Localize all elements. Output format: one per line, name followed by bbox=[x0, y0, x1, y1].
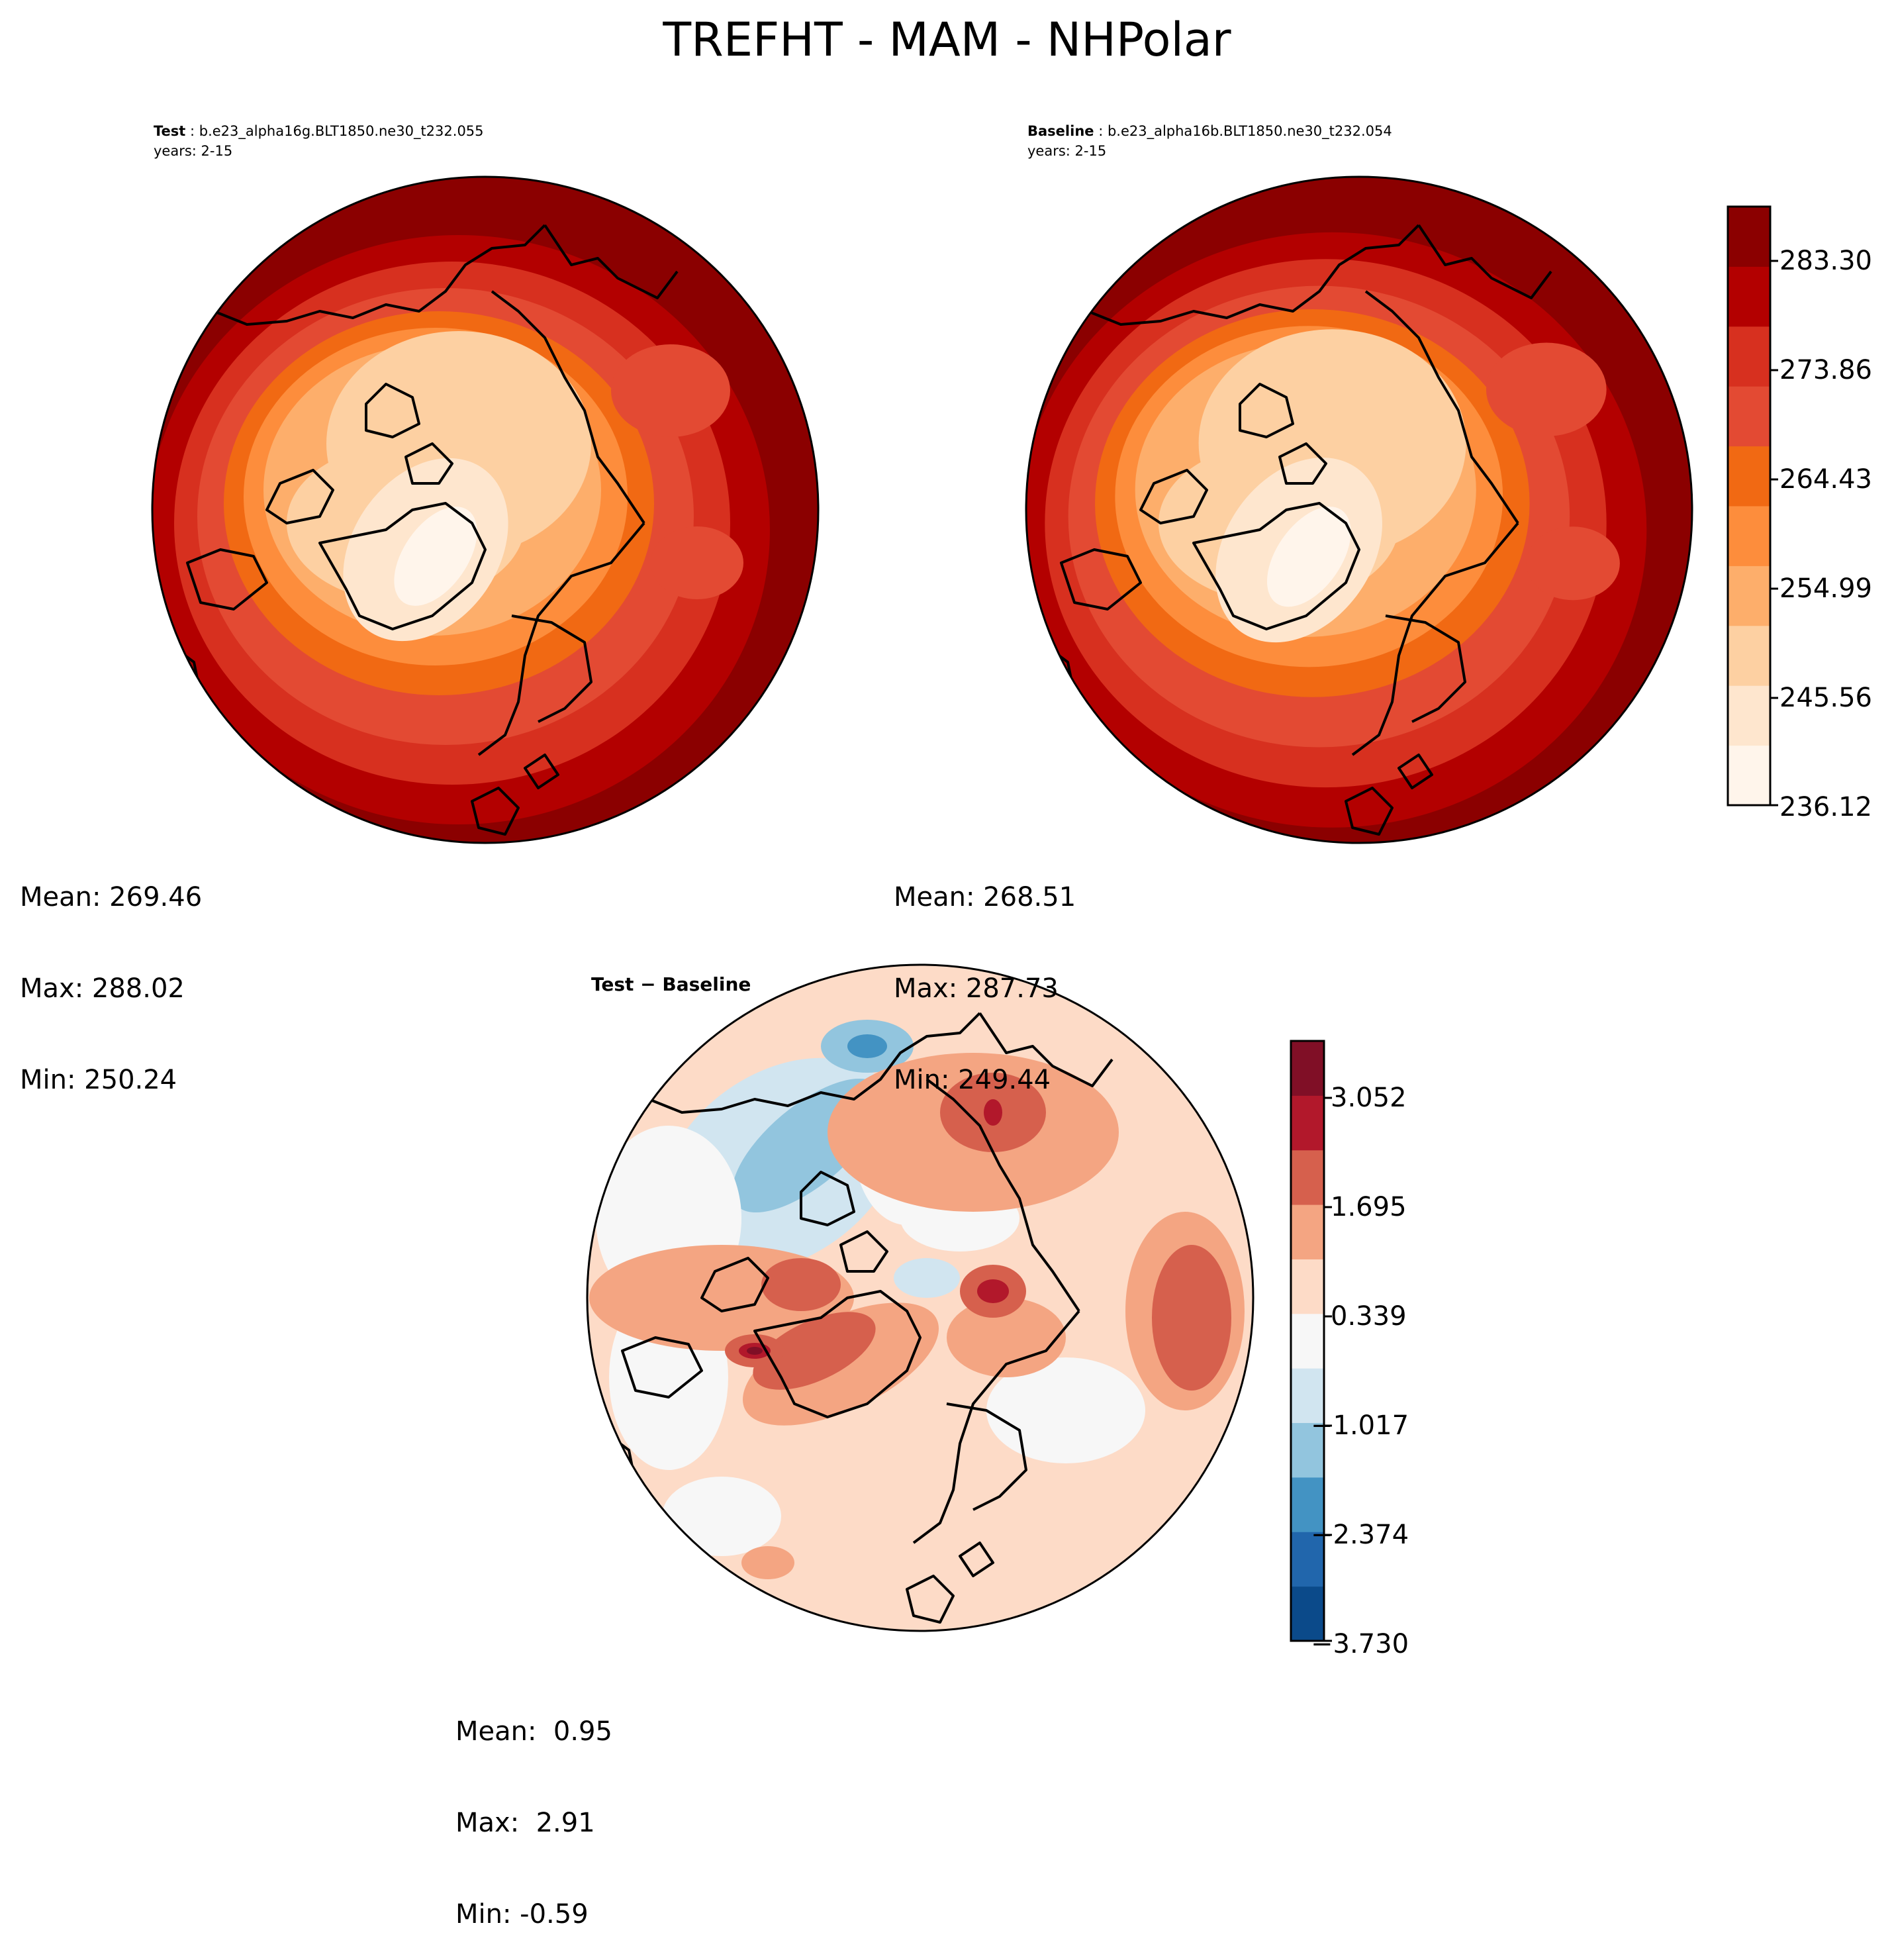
baseline-map bbox=[1025, 175, 1693, 844]
abs-colorbar-segment bbox=[1728, 565, 1770, 626]
test-label-case: : b.e23_alpha16g.BLT1850.ne30_t232.055 bbox=[185, 123, 484, 139]
absolute-colorbar bbox=[1727, 205, 1778, 807]
diff-colorbar-tick: −1.017 bbox=[1311, 1410, 1409, 1441]
diff-colorbar-segment bbox=[1291, 1204, 1324, 1259]
diff-min: Min: -0.59 bbox=[455, 1899, 589, 1930]
baseline-panel-label: Baseline : b.e23_alpha16b.BLT1850.ne30_t… bbox=[1027, 122, 1392, 140]
abs-colorbar-frame bbox=[1727, 205, 1772, 807]
abs-colorbar-tick: 283.30 bbox=[1779, 246, 1872, 276]
diff-colorbar-segment bbox=[1291, 1422, 1324, 1478]
abs-colorbar-segment bbox=[1728, 386, 1770, 447]
diff-mean: Mean: 0.95 bbox=[455, 1716, 612, 1747]
diff-colorbar-segment bbox=[1291, 1477, 1324, 1532]
abs-colorbar-tick: 264.43 bbox=[1779, 464, 1872, 495]
diff-panel-title: Test − Baseline bbox=[591, 973, 751, 995]
baseline-max: Max: 287.73 bbox=[894, 973, 1059, 1004]
diff-colorbar-segment bbox=[1291, 1095, 1324, 1151]
diff-map bbox=[586, 963, 1255, 1632]
diff-colorbar-frame bbox=[1290, 1040, 1325, 1642]
baseline-mean: Mean: 268.51 bbox=[894, 882, 1076, 912]
baseline-label-case: : b.e23_alpha16b.BLT1850.ne30_t232.054 bbox=[1094, 123, 1392, 139]
test-mean: Mean: 269.46 bbox=[20, 882, 203, 912]
test-panel-label: Test : b.e23_alpha16g.BLT1850.ne30_t232.… bbox=[154, 122, 484, 140]
test-label-bold: Test bbox=[154, 123, 186, 139]
diff-colorbar-segment bbox=[1291, 1150, 1324, 1205]
abs-colorbar-segment bbox=[1728, 207, 1770, 267]
abs-colorbar-segment bbox=[1728, 266, 1770, 327]
diff-colorbar-segment bbox=[1291, 1586, 1324, 1642]
figure-title: TREFHT - MAM - NHPolar bbox=[663, 13, 1231, 67]
diff-colorbar-segment bbox=[1291, 1368, 1324, 1424]
diff-colorbar-segment bbox=[1291, 1532, 1324, 1587]
abs-colorbar-segment bbox=[1728, 625, 1770, 686]
test-stats: Mean: 269.46 Max: 288.02 Min: 250.24 bbox=[20, 821, 202, 1126]
diff-colorbar-segment bbox=[1291, 1259, 1324, 1314]
maps-figure bbox=[151, 175, 1778, 1642]
test-years: years: 2-15 bbox=[154, 143, 233, 159]
abs-colorbar-tick: 254.99 bbox=[1779, 573, 1872, 604]
abs-colorbar-tick: 245.56 bbox=[1779, 683, 1872, 713]
abs-colorbar-segment bbox=[1728, 745, 1770, 806]
diff-stats: Mean: 0.95 Max: 2.91 Min: -0.59 bbox=[455, 1655, 612, 1960]
baseline-label-bold: Baseline bbox=[1027, 123, 1094, 139]
diff-colorbar-tick: −2.374 bbox=[1311, 1520, 1409, 1550]
diff-colorbar-tick: −3.730 bbox=[1311, 1629, 1409, 1659]
abs-colorbar-segment bbox=[1728, 326, 1770, 387]
baseline-years: years: 2-15 bbox=[1027, 143, 1107, 159]
abs-colorbar-segment bbox=[1728, 446, 1770, 507]
test-min: Min: 250.24 bbox=[20, 1065, 177, 1095]
baseline-stats: Mean: 268.51 Max: 287.73 Min: 249.44 bbox=[894, 821, 1076, 1126]
diff-colorbar-tick: 1.695 bbox=[1331, 1192, 1407, 1222]
test-max: Max: 288.02 bbox=[20, 973, 185, 1004]
abs-colorbar-tick: 273.86 bbox=[1779, 355, 1872, 385]
difference-colorbar bbox=[1290, 1040, 1332, 1642]
abs-colorbar-tick: 236.12 bbox=[1779, 792, 1872, 822]
diff-colorbar-tick: 3.052 bbox=[1331, 1083, 1407, 1113]
baseline-min: Min: 249.44 bbox=[894, 1065, 1051, 1095]
diff-max: Max: 2.91 bbox=[455, 1808, 595, 1838]
diff-colorbar-tick: 0.339 bbox=[1331, 1301, 1407, 1332]
abs-colorbar-segment bbox=[1728, 685, 1770, 746]
diff-colorbar-segment bbox=[1291, 1041, 1324, 1096]
diff-colorbar-segment bbox=[1291, 1313, 1324, 1369]
test-map bbox=[151, 175, 820, 844]
abs-colorbar-segment bbox=[1728, 506, 1770, 566]
